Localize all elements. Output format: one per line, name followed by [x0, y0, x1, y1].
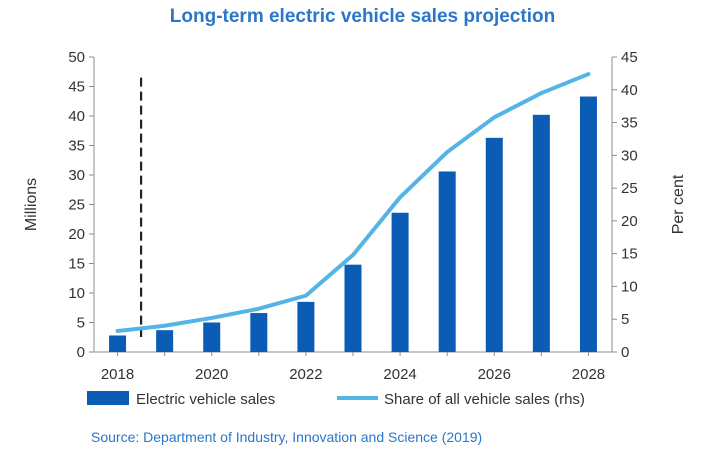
bar: [485, 137, 503, 352]
legend-label-line: Share of all vehicle sales (rhs): [384, 391, 585, 408]
left-tick-label: 40: [68, 108, 85, 125]
chart-title: Long-term electric vehicle sales project…: [169, 6, 556, 27]
x-tick-label: 2022: [289, 366, 322, 383]
bar: [438, 171, 456, 352]
bar: [579, 96, 597, 352]
bar-series: [109, 96, 597, 352]
x-tick-label: 2028: [572, 366, 605, 383]
left-tick-label: 25: [68, 197, 85, 214]
left-tick-label: 5: [77, 315, 85, 332]
left-tick-label: 30: [68, 167, 85, 184]
left-tick-label: 50: [68, 49, 85, 66]
x-tick-label: 2018: [101, 366, 134, 383]
right-tick-label: 25: [621, 180, 638, 197]
left-tick-label: 35: [68, 138, 85, 155]
left-tick-label: 20: [68, 226, 85, 243]
right-tick-label: 35: [621, 115, 638, 132]
bar: [203, 322, 221, 352]
right-tick-label: 20: [621, 213, 638, 230]
right-tick-label: 30: [621, 147, 638, 164]
left-tick-label: 15: [68, 256, 85, 273]
right-tick-label: 45: [621, 49, 638, 66]
left-tick-label: 0: [77, 344, 85, 361]
right-tick-label: 40: [621, 82, 638, 99]
x-tick-label: 2024: [383, 366, 416, 383]
bar: [532, 114, 550, 352]
right-tick-label: 10: [621, 278, 638, 295]
bar: [156, 330, 174, 352]
left-tick-label: 10: [68, 285, 85, 302]
bar: [109, 335, 127, 352]
right-tick-label: 15: [621, 246, 638, 263]
x-tick-label: 2020: [195, 366, 228, 383]
right-tick-label: 5: [621, 311, 629, 328]
bar: [344, 264, 362, 352]
bar: [391, 212, 409, 352]
bar: [297, 301, 315, 352]
x-tick-label: 2026: [478, 366, 511, 383]
line-series: [115, 72, 591, 334]
legend-label-bar: Electric vehicle sales: [136, 391, 275, 408]
y-axis-right-title: Per cent: [670, 174, 687, 234]
legend: Electric vehicle sales Share of all vehic…: [87, 391, 585, 408]
left-tick-label: 45: [68, 79, 85, 96]
y-axis-left-title: Millions: [23, 178, 40, 231]
bar: [250, 313, 268, 352]
source-note: Source: Department of Industry, Innovati…: [91, 429, 483, 445]
legend-swatch-bar: [87, 391, 129, 405]
right-tick-label: 0: [621, 344, 629, 361]
tick-labels: 0 5 10 15 20 25 30 35 40 45 50 0 5 10 15 20 25 30 35 40 45 20…: [23, 49, 687, 383]
